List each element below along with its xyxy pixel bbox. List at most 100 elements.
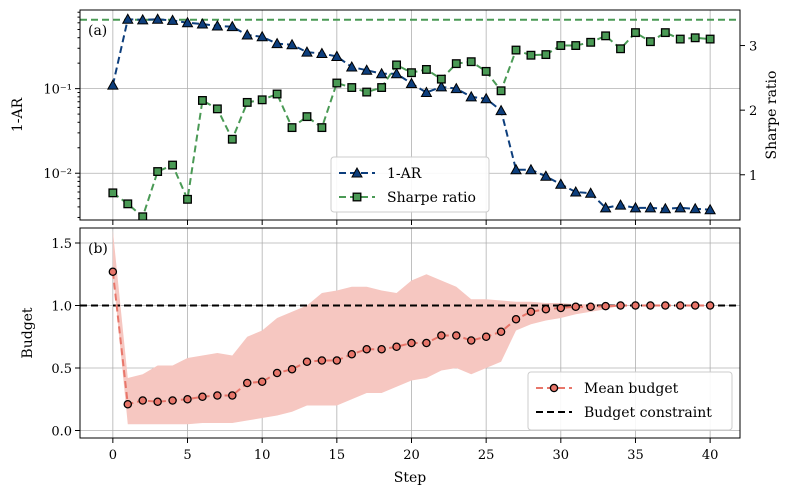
- marker-mean-budget: [347, 349, 357, 359]
- marker-1-ar: [480, 92, 493, 104]
- marker-1-ar: [301, 46, 313, 57]
- legend-label: Sharpe ratio: [387, 190, 476, 206]
- legend-label: Budget constraint: [584, 405, 712, 421]
- marker-1-ar: [181, 16, 194, 28]
- marker-1-ar: [495, 104, 507, 116]
- marker-sharpe-ratio: [287, 123, 297, 133]
- marker-1-ar: [316, 47, 328, 59]
- x-tick-label: 15: [329, 448, 346, 463]
- marker-1-ar: [704, 203, 716, 215]
- marker-mean-budget: [183, 394, 192, 404]
- marker-sharpe-ratio: [675, 34, 685, 44]
- marker-sharpe-ratio: [392, 60, 402, 70]
- marker-sharpe-ratio: [571, 41, 581, 50]
- y-tick-label: 10⁻¹: [43, 83, 72, 98]
- x-tick-label: 0: [109, 448, 117, 463]
- marker-mean-budget: [168, 396, 177, 405]
- marker-sharpe-ratio: [362, 87, 372, 97]
- marker-mean-budget: [586, 302, 595, 311]
- marker-mean-budget: [571, 302, 580, 311]
- panel-label-a: (a): [88, 23, 107, 39]
- marker-1-ar: [629, 201, 642, 213]
- marker-sharpe-ratio: [496, 86, 506, 96]
- marker-mean-budget: [646, 301, 655, 310]
- panel-a-plot: [107, 13, 716, 220]
- marker-1-ar: [121, 13, 134, 24]
- marker-mean-budget: [153, 397, 162, 406]
- marker-sharpe-ratio: [212, 104, 222, 114]
- marker-sharpe-ratio: [227, 134, 237, 144]
- marker-sharpe-ratio: [153, 167, 163, 176]
- marker-1-ar: [151, 13, 164, 24]
- marker-sharpe-ratio: [123, 199, 133, 209]
- marker-sharpe-ratio: [556, 41, 566, 50]
- marker-1-ar: [450, 82, 463, 94]
- panel-a-frame: [79, 9, 741, 221]
- panel-b: 0.0 0.5 1.0 1.5 Budget (b) Mean budget Budget c…: [20, 227, 741, 440]
- x-tick-label: 5: [183, 448, 191, 463]
- y2-tick-label: 2: [749, 104, 757, 119]
- marker-sharpe-ratio: [660, 28, 670, 38]
- marker-sharpe-ratio: [272, 89, 282, 99]
- marker-1-ar: [569, 185, 582, 197]
- marker-mean-budget: [228, 391, 237, 400]
- marker-sharpe-ratio: [302, 112, 312, 122]
- marker-sharpe-ratio: [541, 50, 551, 60]
- legend-b: Mean budget Budget constraint: [527, 371, 733, 431]
- marker-mean-budget: [242, 378, 252, 388]
- marker-sharpe-ratio: [421, 64, 431, 74]
- marker-1-ar: [599, 201, 612, 213]
- marker-1-ar: [107, 79, 119, 90]
- x-tick-label: 20: [403, 448, 420, 463]
- marker-sharpe-ratio: [436, 74, 446, 84]
- marker-1-ar: [540, 170, 552, 181]
- marker-sharpe-ratio: [481, 66, 491, 76]
- marker-sharpe-ratio: [631, 28, 640, 38]
- marker-mean-budget: [437, 331, 446, 340]
- marker-mean-budget: [302, 357, 312, 366]
- marker-mean-budget: [213, 391, 222, 400]
- marker-1-ar: [465, 90, 478, 102]
- marker-mean-budget: [556, 303, 566, 313]
- y-tick-label: 0.5: [51, 362, 72, 377]
- x-tick-label: 25: [478, 448, 495, 463]
- marker-1-ar: [330, 50, 343, 61]
- marker-1-ar: [136, 13, 149, 25]
- marker-mean-budget: [407, 338, 416, 348]
- marker-sharpe-ratio: [257, 95, 267, 105]
- legend-marker: [351, 166, 363, 178]
- shared-x-axis: 0 5 10 15 20 25 30 35 40 Step: [109, 438, 719, 486]
- marker-mean-budget: [631, 301, 640, 310]
- marker-mean-budget: [362, 344, 371, 354]
- marker-1-ar: [659, 202, 672, 214]
- marker-mean-budget: [317, 356, 327, 365]
- marker-mean-budget: [661, 301, 670, 310]
- marker-1-ar: [420, 86, 433, 98]
- marker-mean-budget: [377, 344, 386, 354]
- marker-1-ar: [689, 202, 702, 214]
- legend-marker: [352, 192, 362, 202]
- marker-mean-budget: [138, 396, 147, 405]
- marker-sharpe-ratio: [526, 50, 536, 60]
- marker-1-ar: [390, 67, 403, 79]
- marker-mean-budget: [108, 267, 118, 276]
- panel-label-b: (b): [88, 241, 108, 257]
- marker-1-ar: [375, 67, 388, 79]
- panel-b-plot: [80, 230, 740, 425]
- x-tick-label: 40: [702, 448, 719, 463]
- marker-sharpe-ratio: [690, 33, 700, 43]
- marker-sharpe-ratio: [601, 31, 611, 41]
- marker-mean-budget: [392, 342, 401, 351]
- marker-sharpe-ratio: [616, 44, 625, 54]
- marker-sharpe-ratio: [332, 78, 342, 88]
- marker-1-ar: [360, 64, 373, 75]
- marker-1-ar: [241, 29, 254, 40]
- marker-mean-budget: [332, 356, 342, 365]
- marker-mean-budget: [481, 332, 491, 341]
- marker-mean-budget: [198, 392, 207, 401]
- marker-mean-budget: [272, 368, 282, 378]
- marker-sharpe-ratio: [377, 83, 387, 92]
- marker-1-ar: [345, 61, 358, 72]
- marker-sharpe-ratio: [645, 37, 655, 47]
- y-tick-label: 10⁻²: [43, 167, 72, 182]
